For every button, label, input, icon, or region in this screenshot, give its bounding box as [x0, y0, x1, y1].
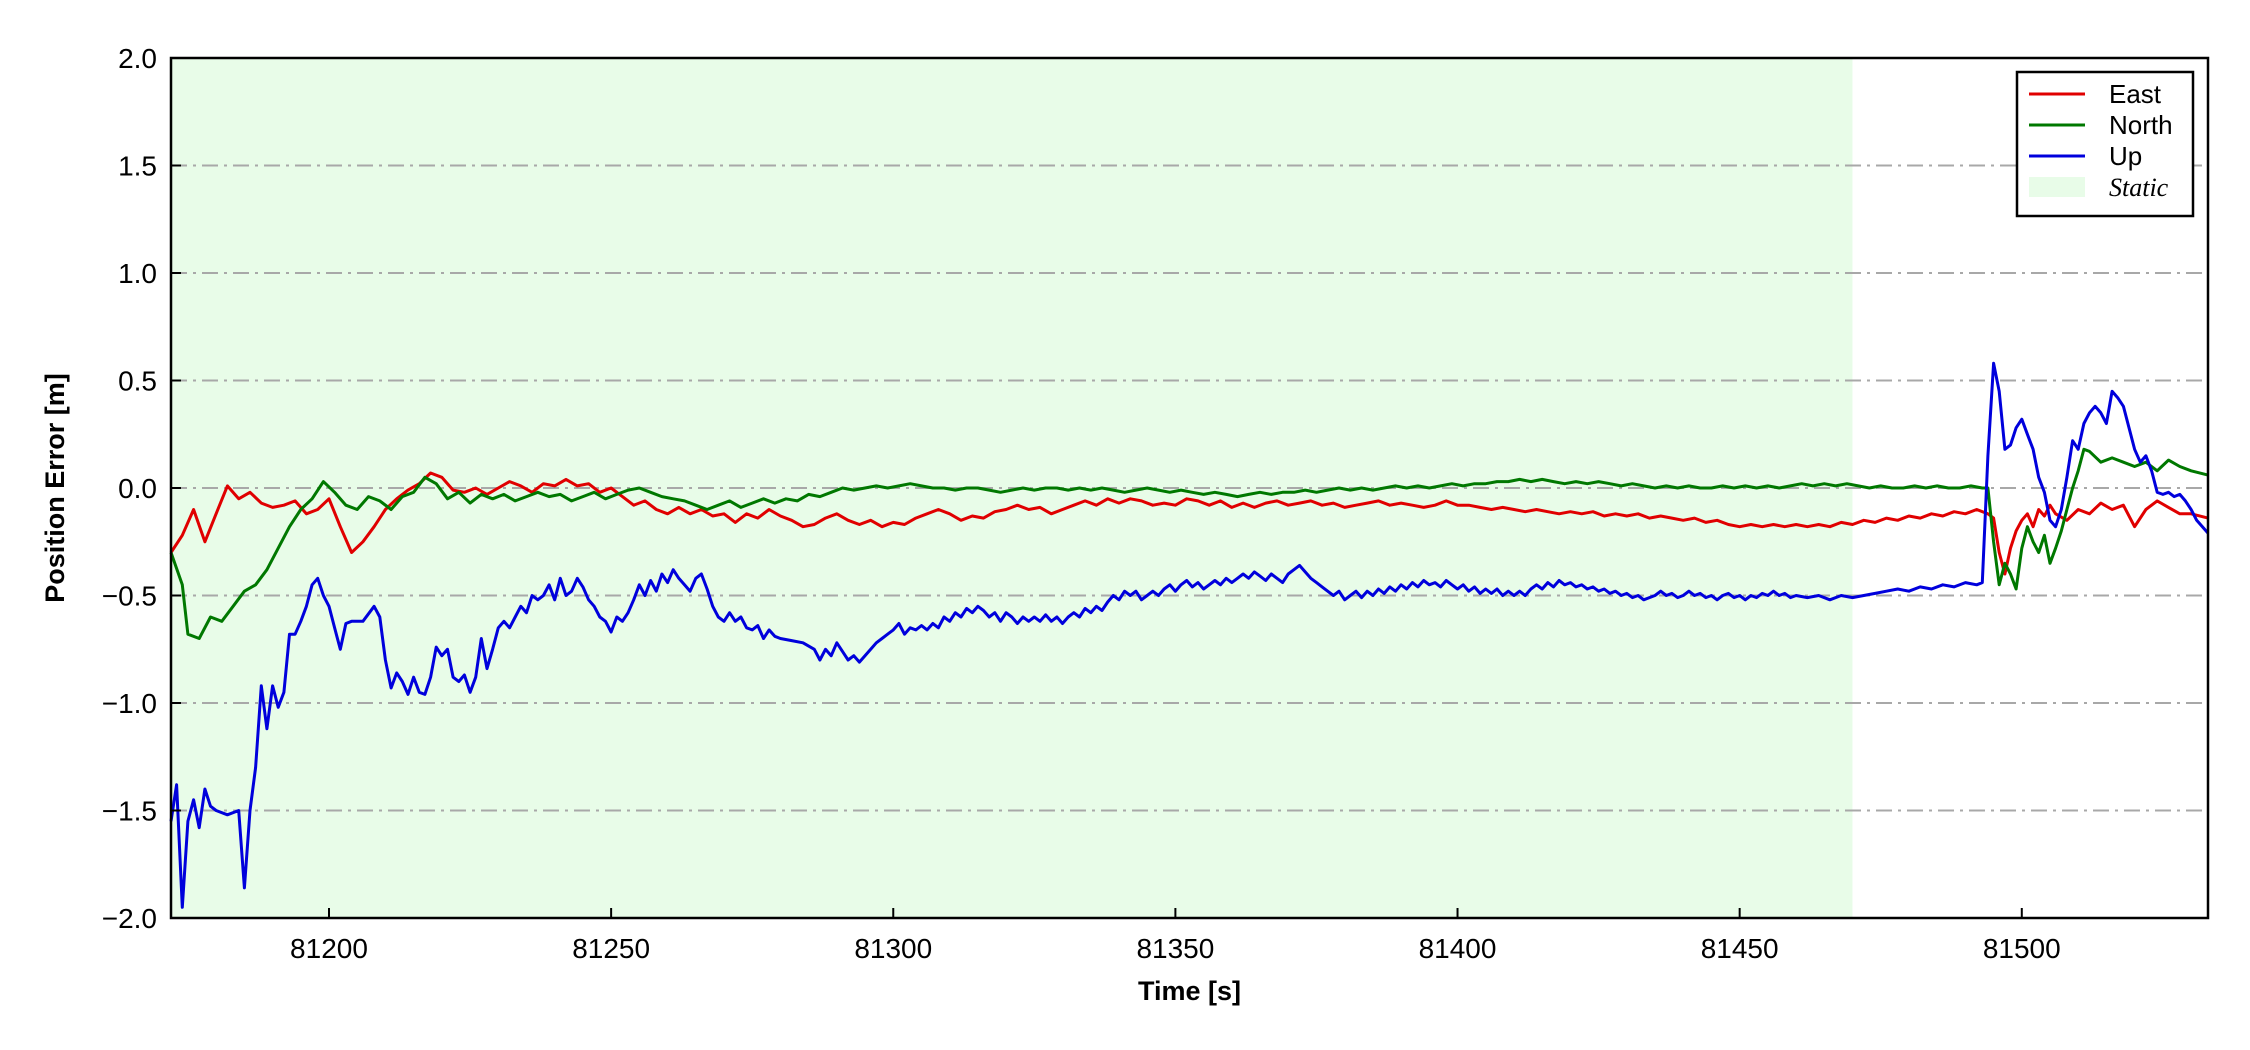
x-tick-label: 81500 — [1983, 933, 2061, 964]
tick-labels: 81200 81250 81300 81350 81400 81450 81500 −2.0 −… — [102, 43, 2061, 964]
y-tick-label: 0.5 — [118, 366, 157, 397]
y-tick-label: −1.5 — [102, 796, 157, 827]
y-tick-label: 2.0 — [118, 43, 157, 74]
y-tick-label: −2.0 — [102, 903, 157, 934]
x-tick-label: 81350 — [1136, 933, 1214, 964]
x-tick-label: 81450 — [1701, 933, 1779, 964]
x-tick-label: 81250 — [572, 933, 650, 964]
y-tick-label: −0.5 — [102, 581, 157, 612]
y-tick-label: 1.0 — [118, 258, 157, 289]
series-lines — [169, 361, 2210, 909]
series-north-line — [169, 447, 2209, 640]
x-tick-label: 81400 — [1419, 933, 1497, 964]
x-tick-label: 81200 — [290, 933, 368, 964]
legend-label-up: Up — [2109, 141, 2142, 171]
legend-swatch-static — [2029, 177, 2085, 197]
y-axis-title: Position Error [m] — [40, 373, 70, 603]
legend-label-east: East — [2109, 79, 2162, 109]
x-tick-label: 81300 — [854, 933, 932, 964]
y-tick-label: 0.0 — [118, 473, 157, 504]
series-east-line — [169, 471, 2209, 576]
series-up-line — [169, 361, 2210, 909]
y-tick-label: 1.5 — [118, 151, 157, 182]
y-tick-label: −1.0 — [102, 688, 157, 719]
x-axis-title: Time [s] — [1138, 976, 1241, 1006]
legend-label-static: Static — [2109, 173, 2169, 202]
axis-ticks — [171, 57, 2023, 919]
legend-label-north: North — [2109, 110, 2173, 140]
